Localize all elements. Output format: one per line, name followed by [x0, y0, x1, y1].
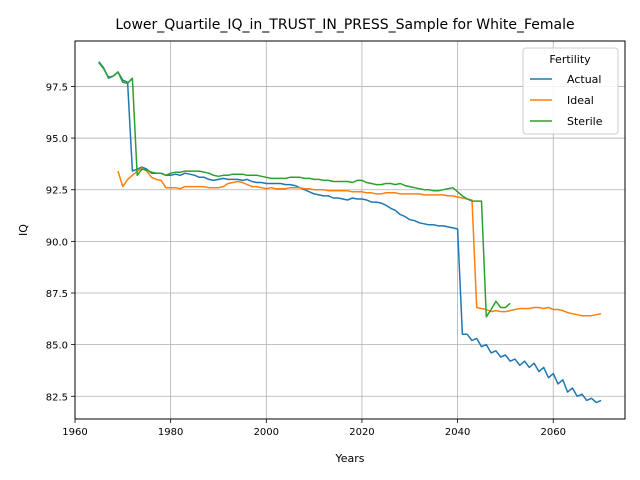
x-tick-label: 1980 — [158, 427, 183, 438]
y-tick-label: 95.0 — [46, 134, 68, 145]
grid — [74, 41, 625, 419]
legend-label-ideal: Ideal — [567, 94, 594, 107]
y-axis-label: IQ — [17, 224, 30, 236]
x-tick-label: 2020 — [349, 427, 374, 438]
series-line-ideal — [117, 167, 602, 317]
legend-label-sterile: Sterile — [567, 115, 603, 128]
x-tick-label: 2000 — [254, 427, 279, 438]
x-tick-label: 1960 — [62, 427, 87, 438]
x-axis-label: Years — [334, 452, 364, 465]
legend-title: Fertility — [549, 53, 591, 66]
x-tick-label: 2040 — [445, 427, 470, 438]
legend-box — [522, 47, 619, 135]
series-line-actual — [98, 61, 602, 404]
y-tick-label: 87.5 — [46, 289, 68, 300]
y-tick-label: 97.5 — [46, 82, 68, 93]
x-tick-label: 2060 — [541, 427, 566, 438]
legend: Fertility Actual Ideal Sterile — [522, 47, 619, 135]
series-lines — [98, 61, 602, 404]
y-tick-label: 82.5 — [46, 392, 68, 403]
y-tick-label: 90.0 — [46, 237, 68, 248]
chart-title: Lower_Quartile_IQ_in_TRUST_IN_PRESS_Samp… — [115, 17, 574, 33]
y-tick-label: 85.0 — [46, 341, 68, 352]
plot-frame — [74, 40, 626, 420]
series-line-sterile — [98, 62, 511, 318]
y-tick-label: 92.5 — [46, 186, 68, 197]
legend-label-actual: Actual — [567, 73, 601, 86]
axes: 1960 1980 2000 2020 2040 2060 82.5 85.0 87.5 90.0… — [46, 82, 566, 438]
